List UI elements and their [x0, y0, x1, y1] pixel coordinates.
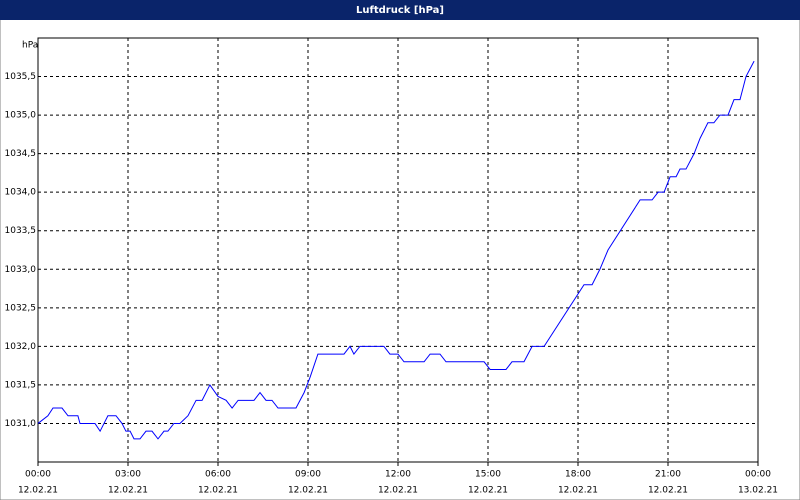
x-tick-date: 13.02.21	[738, 486, 778, 496]
x-tick-label: 12:00	[385, 470, 411, 480]
y-tick-label: 1032,5	[5, 303, 37, 313]
x-tick-date: 12.02.21	[378, 486, 418, 496]
x-tick-label: 06:00	[205, 470, 231, 480]
x-tick-date: 12.02.21	[288, 486, 328, 496]
x-tick-label: 09:00	[295, 470, 321, 480]
title-bar	[0, 0, 800, 20]
x-tick-date: 12.02.21	[198, 486, 238, 496]
x-tick-label: 03:00	[115, 470, 141, 480]
y-tick-label: 1035,0	[5, 111, 37, 121]
x-tick-label: 00:00	[25, 470, 51, 480]
y-tick-label: 1031,0	[5, 419, 37, 429]
line-series	[37, 60, 755, 440]
x-tick-label: 00:00	[745, 470, 771, 480]
x-tick-label: 21:00	[655, 470, 681, 480]
x-tick-date: 12.02.21	[108, 486, 148, 496]
y-tick-label: 1034,0	[5, 188, 37, 198]
x-tick-label: 15:00	[475, 470, 501, 480]
x-tick-date: 12.02.21	[558, 486, 598, 496]
x-tick-date: 12.02.21	[468, 486, 508, 496]
x-tick-date: 12.02.21	[648, 486, 688, 496]
y-tick-label: 1033,0	[5, 265, 37, 275]
y-axis-label: hPa	[22, 41, 38, 51]
chart-title: Luftdruck [hPa]	[356, 5, 444, 16]
x-tick-label: 18:00	[565, 470, 591, 480]
y-tick-label: 1032,0	[5, 342, 37, 352]
x-tick-date: 12.02.21	[18, 486, 58, 496]
y-tick-label: 1031,5	[5, 380, 37, 390]
y-tick-label: 1033,5	[5, 226, 37, 236]
y-tick-label: 1035,5	[5, 72, 37, 82]
y-tick-label: 1034,5	[5, 149, 37, 159]
